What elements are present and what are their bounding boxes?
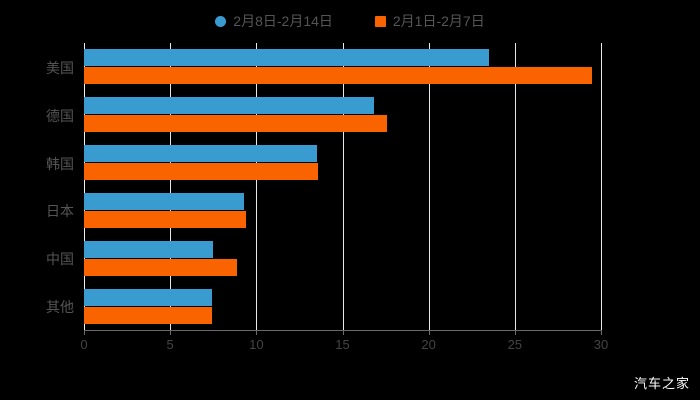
legend-item[interactable]: 2月1日-2月7日 [374,11,485,31]
chart-legend: 2月8日-2月14日 2月1日-2月7日 [0,8,700,34]
bar[interactable] [84,210,246,228]
bar-group [84,288,601,324]
bar-group [84,97,601,133]
bar[interactable] [84,240,214,258]
bar-group [84,49,601,85]
gridline [170,43,172,330]
y-axis-tick-label: 德国 [46,107,74,124]
x-axis-tick [84,330,85,335]
bar[interactable] [84,192,245,210]
legend-item-label: 2月1日-2月7日 [392,13,485,29]
y-axis-tick-label: 日本 [46,203,74,220]
y-axis-tick-label: 美国 [46,59,74,76]
x-axis: 0 5 10 15 20 25 30 [80,330,608,360]
x-axis-tick-label: 25 [507,337,523,352]
bar[interactable] [84,288,212,306]
bar[interactable] [84,97,374,115]
y-axis: 美国德国韩国日本中国其他 [0,43,74,330]
legend-square-icon [374,15,386,27]
x-axis-tick-label: 10 [249,337,264,352]
legend-circle-icon [215,15,227,27]
x-axis-tick [428,330,430,335]
y-axis-tick-label: 韩国 [46,155,74,172]
gridline [601,43,602,330]
bar[interactable] [84,49,489,67]
bar[interactable] [84,145,317,163]
bar[interactable] [84,115,388,133]
x-axis-tick-label: 20 [421,337,436,352]
gridline [514,43,516,330]
bar[interactable] [84,258,238,276]
x-axis-tick-label: 30 [593,337,609,352]
bar[interactable] [84,306,212,324]
x-axis-tick [256,330,258,335]
gridline [428,43,430,330]
bar-group [84,145,601,181]
x-axis-tick [342,330,344,335]
gridline [256,43,258,330]
bar-group [84,192,601,228]
x-axis-tick-label: 0 [80,337,88,352]
x-axis-tick-label: 15 [335,337,350,352]
bar[interactable] [84,67,593,85]
bar-group [84,240,601,276]
x-axis-tick [601,330,602,335]
y-axis-tick-label: 其他 [46,299,74,316]
x-axis-tick-label: 5 [166,337,174,352]
y-axis-line [84,43,85,330]
legend-item[interactable]: 2月8日-2月14日 [215,11,333,31]
y-axis-tick-label: 中国 [46,251,74,268]
bar[interactable] [84,163,319,181]
plot-area [84,43,602,330]
legend-item-label: 2月8日-2月14日 [233,13,333,29]
gridline [342,43,344,330]
x-axis-tick [170,330,172,335]
watermark: 汽车之家 [633,376,690,391]
x-axis-tick [514,330,516,335]
